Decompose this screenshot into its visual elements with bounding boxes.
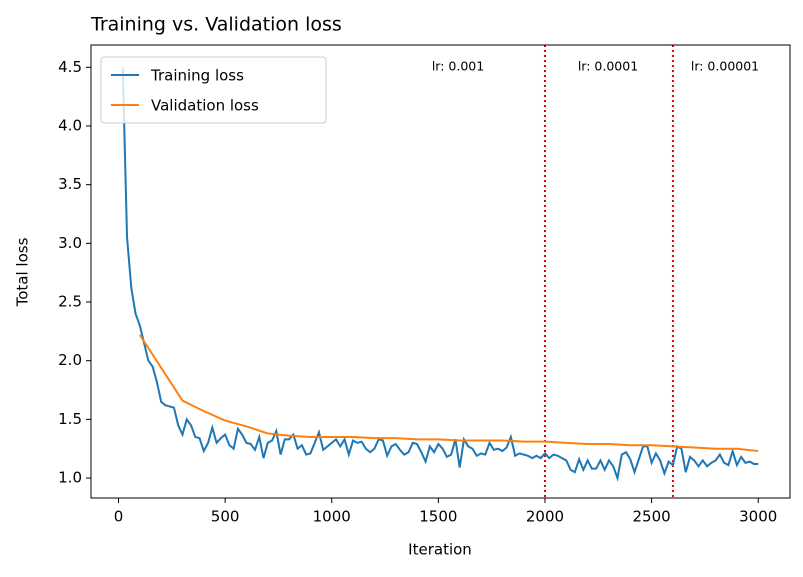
series-line: [138, 334, 759, 453]
x-tick-label: 500: [211, 508, 240, 526]
y-axis-label: Total loss: [14, 237, 32, 307]
plot-frame: [90, 44, 791, 499]
x-axis-label: Iteration: [408, 541, 472, 559]
y-tick-label: 4.0: [58, 116, 82, 134]
y-tick-label: 4.5: [58, 58, 82, 76]
x-tick-label: 2000: [526, 508, 564, 526]
annotation: lr: 0.00001: [691, 59, 759, 74]
legend-label: Training loss: [150, 67, 244, 85]
y-tick-label: 2.5: [58, 293, 82, 311]
x-tick-label: 1500: [419, 508, 457, 526]
legend-box: [100, 56, 327, 124]
annotation: lr: 0.001: [432, 59, 484, 74]
chart-title: Training vs. Validation loss: [90, 14, 342, 36]
legend-label: Validation loss: [151, 97, 259, 115]
x-tick-label: 3000: [739, 508, 777, 526]
x-tick-label: 1000: [313, 508, 351, 526]
y-tick-label: 2.0: [58, 351, 82, 369]
y-tick-label: 1.0: [58, 469, 82, 487]
annotation: lr: 0.0001: [578, 59, 638, 74]
y-tick-label: 3.5: [58, 175, 82, 193]
x-tick-label: 0: [114, 508, 124, 526]
y-tick-label: 3.0: [58, 234, 82, 252]
x-tick-label: 2500: [633, 508, 671, 526]
series-line: [121, 67, 759, 482]
y-tick-label: 1.5: [58, 410, 82, 428]
